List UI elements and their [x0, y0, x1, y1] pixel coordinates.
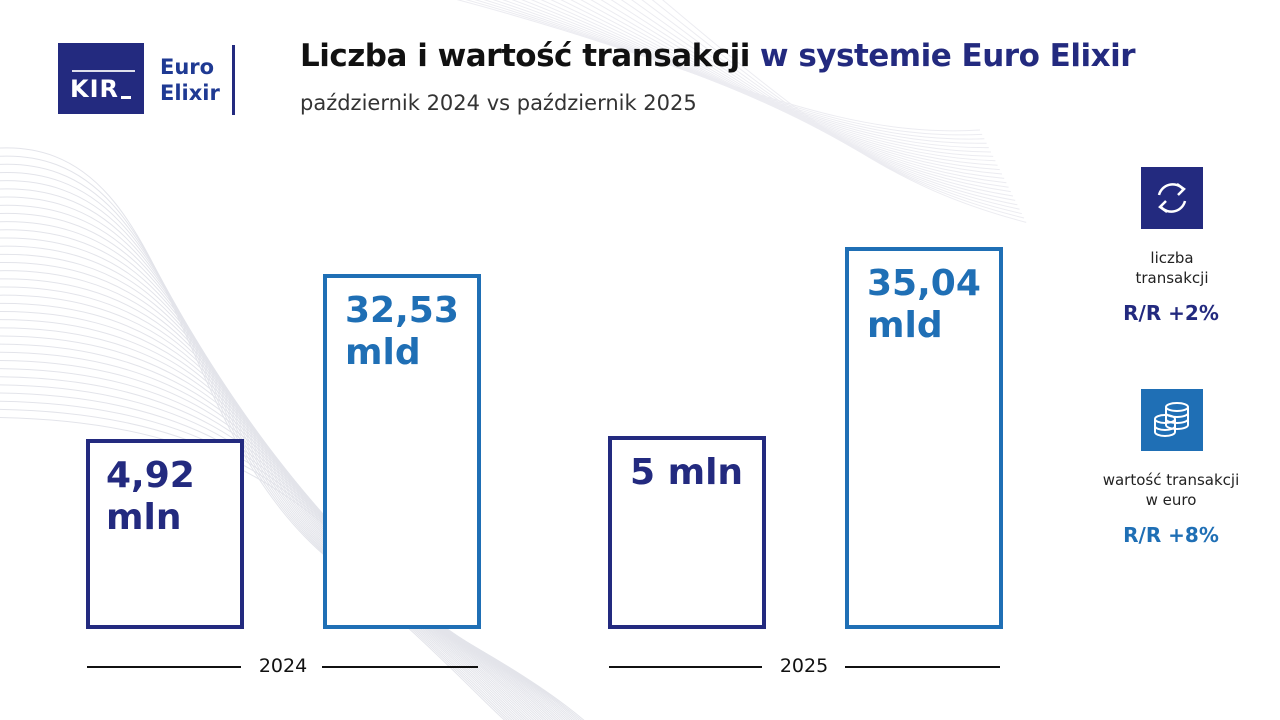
background-wave-line — [0, 188, 518, 720]
kir-logo-box: KIR — [58, 43, 144, 114]
background-wave-line — [651, 0, 1025, 219]
value-change: R/R +8% — [1123, 523, 1219, 547]
title-part-1: Liczba i wartość transakcji — [300, 38, 750, 74]
year-label-2024: 2024 — [258, 655, 308, 677]
logo-euro-text: Euro — [160, 55, 215, 79]
bar-2025-value: 35,04 mld — [845, 247, 1003, 629]
background-wave-line — [0, 172, 513, 720]
page-title: Liczba i wartość transakcji w systemie Eu… — [300, 38, 1136, 74]
count-change: R/R +2% — [1123, 301, 1219, 325]
year-axis-line — [322, 666, 478, 668]
bar-data-label: 32,53 mld — [345, 290, 459, 374]
kir-logo-text: KIR — [70, 75, 120, 103]
euro-elixir-logo: KIR Euro Elixir — [58, 43, 240, 115]
coins-stack-icon — [1141, 389, 1203, 451]
background-wave-line — [0, 221, 528, 720]
year-axis-line — [609, 666, 762, 668]
background-wave-line — [0, 196, 520, 720]
background-wave-line — [662, 0, 1027, 223]
background-wave-line — [0, 163, 510, 720]
bar-data-label: 35,04 mld — [867, 263, 981, 346]
background-wave-line — [465, 0, 983, 136]
bar-data-label: 4,92 mln — [106, 455, 195, 539]
count-label: liczba transakcji — [1135, 249, 1209, 287]
background-wave-line — [0, 180, 515, 720]
exchange-arrows-icon — [1141, 167, 1203, 229]
background-wave-line — [0, 245, 535, 720]
background-wave-line — [0, 237, 532, 720]
logo-elixir-text: Elixir — [160, 81, 220, 105]
background-wave-line — [0, 147, 506, 720]
page-subtitle: październik 2024 vs październik 2025 — [300, 91, 697, 115]
kir-logo-line — [72, 70, 135, 72]
bar-data-label: 5 mln — [630, 452, 744, 493]
background-wave-line — [0, 229, 530, 720]
bar-2025-count: 5 mln — [608, 436, 766, 629]
title-part-2: w systemie Euro Elixir — [759, 38, 1136, 74]
year-label-2025: 2025 — [779, 655, 829, 677]
bar-2024-count: 4,92 mln — [86, 439, 244, 629]
background-wave-line — [0, 204, 523, 720]
year-axis-line — [87, 666, 241, 668]
logo-separator — [232, 45, 235, 115]
value-label: wartość transakcji w euro — [1102, 471, 1240, 509]
background-wave-line — [0, 155, 508, 720]
bar-2024-value: 32,53 mld — [323, 274, 481, 629]
kir-logo-bar — [121, 96, 131, 99]
year-axis-line — [845, 666, 1000, 668]
background-wave-line — [0, 212, 525, 720]
